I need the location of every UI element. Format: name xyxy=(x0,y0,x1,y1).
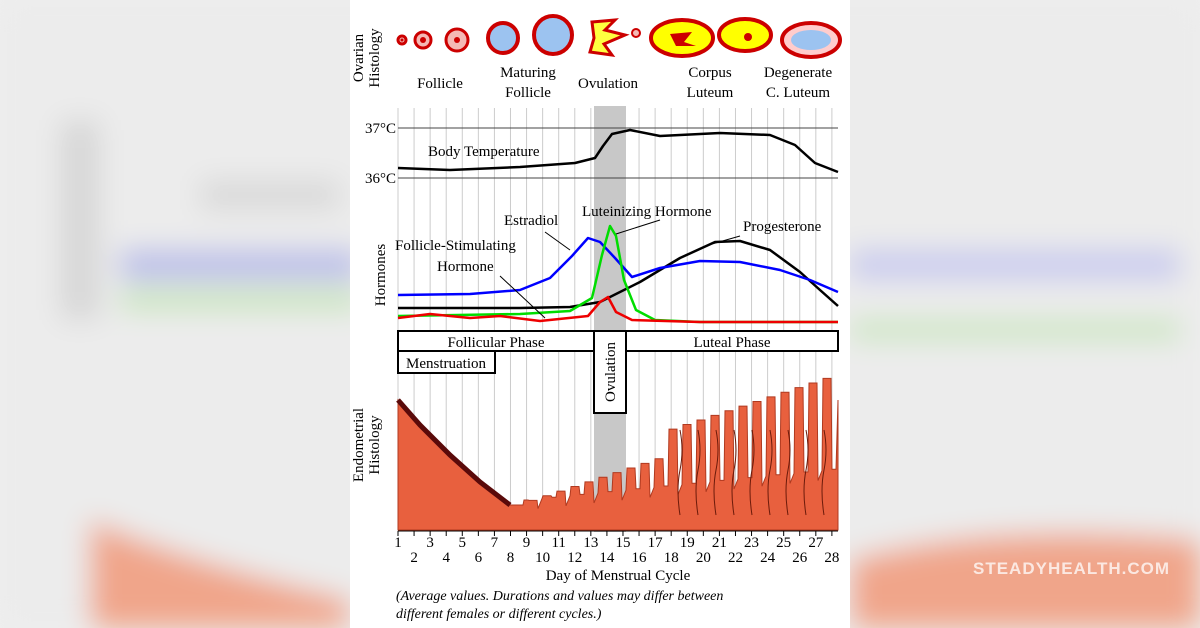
day-label: 12 xyxy=(567,550,582,566)
leader-line xyxy=(711,235,741,245)
follicle-core xyxy=(420,37,426,43)
follicle-icon xyxy=(486,21,520,55)
stage-label: Maturing xyxy=(500,65,556,81)
axis-label: Endometrial xyxy=(351,408,367,482)
day-label: 21 xyxy=(712,535,727,551)
axis-label: Histology xyxy=(367,415,383,475)
day-label: 3 xyxy=(426,535,434,551)
day-label: 6 xyxy=(475,550,483,566)
day-label: 16 xyxy=(632,550,648,566)
day-label: 22 xyxy=(728,550,743,566)
watermark: STEADYHEALTH.COM xyxy=(973,559,1170,578)
progesterone-curve xyxy=(398,239,839,310)
day-label: 11 xyxy=(551,535,565,551)
corpus-core xyxy=(670,32,696,46)
leader-line xyxy=(499,275,546,319)
endometrium xyxy=(397,377,839,531)
axis-label: Histology xyxy=(367,28,383,88)
phase-label: Menstruation xyxy=(406,356,486,372)
phase-label: Follicular Phase xyxy=(447,335,544,351)
day-label: 27 xyxy=(808,535,824,551)
stage-label: C. Luteum xyxy=(766,85,830,101)
hormone-label: Hormone xyxy=(437,259,494,275)
gland xyxy=(749,429,755,516)
ovulation-icon xyxy=(588,18,630,57)
temp-tick: 37°C xyxy=(365,121,396,137)
corpus-core xyxy=(744,33,752,41)
note: different females or different cycles.) xyxy=(396,607,602,622)
stage-label: Degenerate xyxy=(764,65,833,81)
day-label: 10 xyxy=(535,550,550,566)
ovulation-band xyxy=(594,106,626,532)
day-label: 26 xyxy=(792,550,808,566)
hormone-label: Estradiol xyxy=(504,213,558,229)
leader-line xyxy=(615,219,661,235)
stage-label: Follicle xyxy=(505,85,551,101)
day-label: 13 xyxy=(583,535,598,551)
day-label: 17 xyxy=(648,535,664,551)
day-label: 20 xyxy=(696,550,711,566)
hormone-label: Luteinizing Hormone xyxy=(582,204,712,220)
day-label: 9 xyxy=(523,535,531,551)
temp-tick: 36°C xyxy=(365,171,396,187)
follicle-core xyxy=(400,38,404,42)
gland xyxy=(785,429,791,516)
day-label: 23 xyxy=(744,535,759,551)
axis-label: Ovarian xyxy=(351,33,367,82)
phase-label: Ovulation xyxy=(603,342,619,402)
note: (Average values. Durations and values ma… xyxy=(396,589,723,604)
temperature-curve xyxy=(397,128,839,174)
estradiol-curve xyxy=(397,236,839,297)
day-label: 2 xyxy=(410,550,418,566)
hormone-label: Follicle-Stimulating xyxy=(395,238,516,254)
leader-line xyxy=(544,231,571,251)
day-label: 1 xyxy=(394,535,402,551)
follicle-core xyxy=(454,37,460,43)
phase-label: Luteal Phase xyxy=(693,335,770,351)
gland xyxy=(821,429,827,516)
shedding-edge xyxy=(396,398,512,507)
gland xyxy=(767,429,773,516)
gland xyxy=(677,429,683,516)
stage-label: Luteum xyxy=(687,85,734,101)
x-axis-label: Day of Menstrual Cycle xyxy=(546,568,691,584)
day-label: 7 xyxy=(491,535,499,551)
fsh-curve xyxy=(397,295,838,324)
day-label: 25 xyxy=(776,535,791,551)
day-label: 14 xyxy=(599,550,615,566)
day-label: 4 xyxy=(442,550,450,566)
curve-label: Body Temperature xyxy=(428,144,540,160)
phase-box xyxy=(593,330,627,414)
follicle-icon xyxy=(532,14,574,56)
gland xyxy=(695,429,701,516)
axis-label: Hormones xyxy=(373,244,389,307)
day-label: 5 xyxy=(459,535,467,551)
gland xyxy=(803,429,809,516)
stage-label: Ovulation xyxy=(578,76,638,92)
day-label: 24 xyxy=(760,550,776,566)
stage-label: Corpus xyxy=(688,65,732,81)
day-label: 15 xyxy=(615,535,630,551)
egg xyxy=(631,28,641,38)
day-label: 8 xyxy=(507,550,515,566)
day-label: 18 xyxy=(664,550,679,566)
stage-label: Follicle xyxy=(417,76,463,92)
phase-box xyxy=(397,350,496,374)
hormone-label: Progesterone xyxy=(743,219,822,235)
day-label: 28 xyxy=(824,550,839,566)
gland xyxy=(731,429,737,516)
gland xyxy=(713,429,719,516)
day-label: 19 xyxy=(680,535,695,551)
degenerate-core xyxy=(791,30,831,50)
